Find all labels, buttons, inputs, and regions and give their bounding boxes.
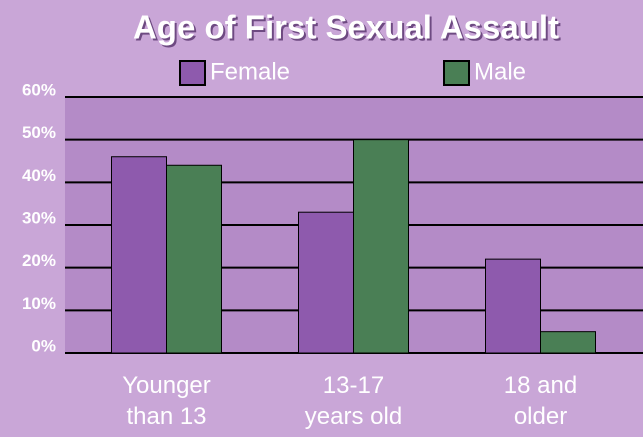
chart-title: Age of First Sexual Assault	[133, 9, 559, 46]
y-tick-label: 20%	[22, 251, 56, 270]
y-tick-label: 60%	[22, 80, 56, 99]
bar	[353, 139, 409, 354]
bar	[166, 164, 222, 354]
bar	[485, 258, 541, 354]
x-tick-label: 18 and older	[503, 372, 578, 430]
legend-label: Female	[210, 58, 290, 85]
y-tick-label: 40%	[22, 166, 56, 185]
legend-swatch	[443, 60, 470, 86]
bar	[111, 156, 167, 354]
y-tick-label: 10%	[22, 294, 56, 313]
bar	[298, 211, 354, 354]
chart-title-shadow: Age of First Sexual Assault	[135, 11, 561, 48]
y-tick-label: 30%	[22, 208, 56, 227]
bar	[540, 331, 596, 354]
x-tick-label: 13-17 years old	[304, 372, 403, 430]
x-tick-label: Younger than 13	[122, 372, 211, 430]
y-tick-label: 50%	[22, 123, 56, 142]
legend-swatch	[179, 60, 206, 86]
legend-label: Male	[474, 58, 526, 85]
y-tick-label: 0%	[31, 336, 56, 355]
